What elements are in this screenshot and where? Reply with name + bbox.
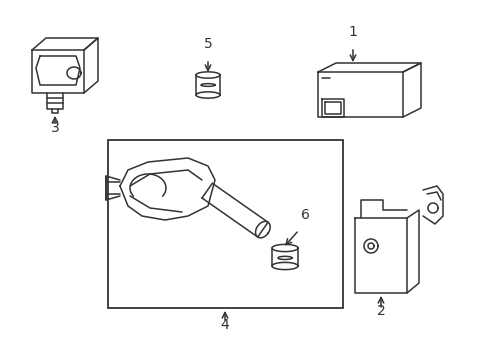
Text: 1: 1 <box>348 25 357 39</box>
Text: 6: 6 <box>300 208 309 222</box>
Text: 4: 4 <box>220 318 229 332</box>
Bar <box>108 140 342 308</box>
Text: 5: 5 <box>203 37 212 51</box>
Text: 3: 3 <box>51 121 59 135</box>
Text: 2: 2 <box>376 304 385 318</box>
